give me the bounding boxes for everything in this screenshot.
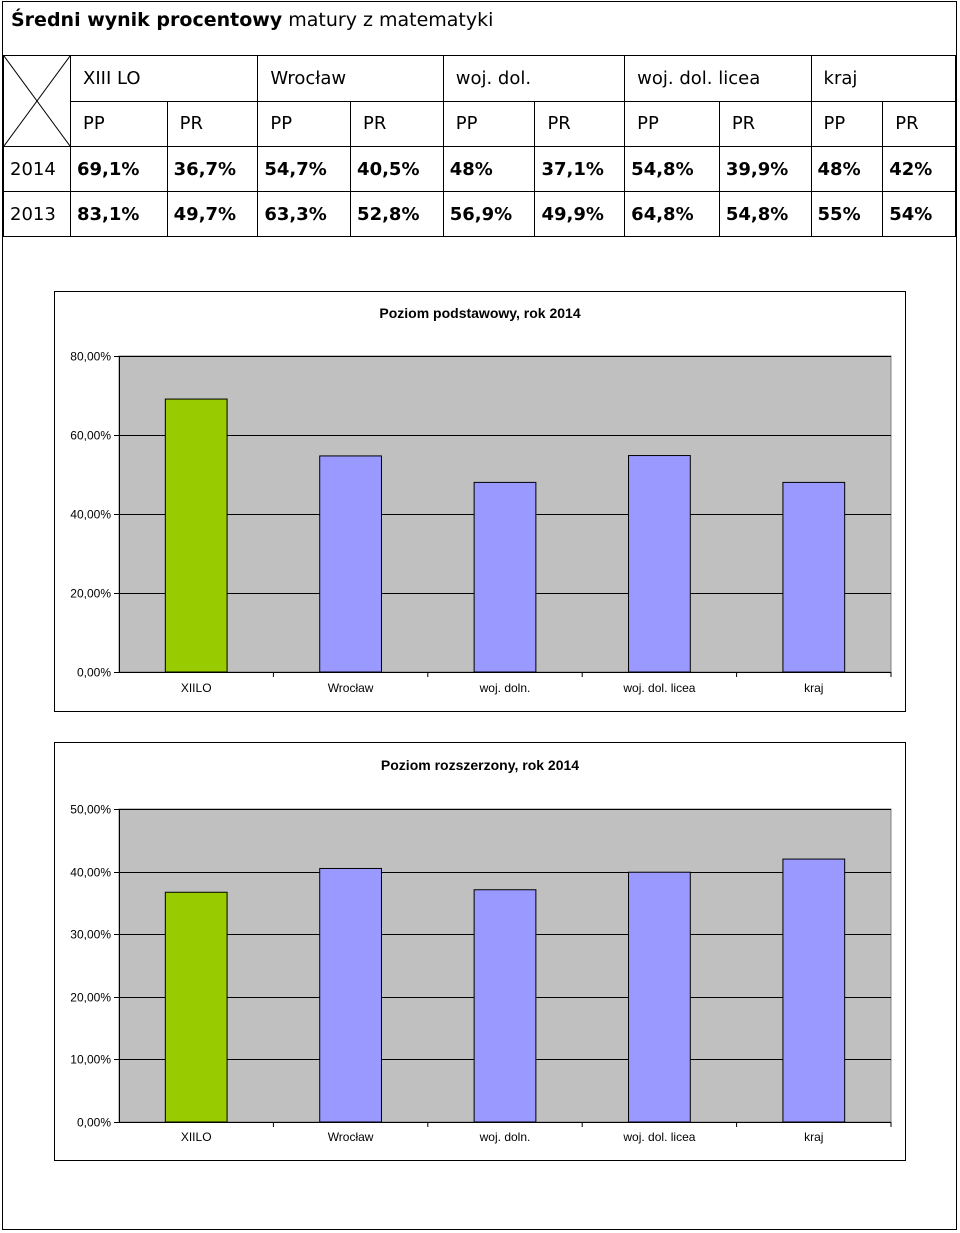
x-tick-label: XIILO [181, 1130, 212, 1144]
chart-rozszerzony: Poziom rozszerzony, rok 2014 0,00% 10,00%… [54, 742, 906, 1161]
table-row: 2014 69,1% 36,7% 54,7% 40,5% 48% 37,1% 54,8% 39,… [3, 146, 956, 192]
y-tick-label: 40,00% [70, 508, 111, 522]
chart-title: Poziom rozszerzony, rok 2014 [380, 757, 580, 773]
y-tick-label: 20,00% [70, 991, 111, 1005]
table-subheader: PR [718, 100, 812, 147]
table-value-cell: 39,9% [718, 146, 812, 192]
title-row: Średni wynik procentowy matury z matemat… [3, 2, 956, 56]
table-value-cell: 49,9% [534, 191, 626, 237]
x-tick-label: Wrocław [328, 681, 374, 695]
page-title-bold: Średni wynik procentowy [11, 9, 283, 31]
table-group-header: XIII LO [69, 55, 259, 102]
table-year-cell: 2014 [3, 146, 71, 192]
table-value-cell: 83,1% [70, 191, 168, 237]
table-corner-cell [3, 55, 71, 147]
y-tick-label: 10,00% [70, 1053, 111, 1067]
x-tick-label: woj. dol. licea [622, 681, 695, 695]
table-value-cell: 54,8% [624, 146, 720, 192]
results-table: XIII LO Wrocław woj. dol. woj. dol. licea kr… [3, 55, 957, 237]
table-subheader: PP [257, 100, 352, 147]
page-title-rest: matury z matematyki [282, 9, 494, 31]
bar [782, 481, 846, 673]
bar [628, 871, 691, 1123]
table-subheader: PR [882, 100, 956, 147]
chart-podstawowy: Poziom podstawowy, rok 2014 0,00% 20,00% 4… [54, 291, 906, 712]
y-tick-label: 30,00% [70, 928, 111, 942]
table-subheader: PP [70, 100, 168, 147]
table-subheader: PR [534, 100, 626, 147]
table-group-header: Wrocław [257, 55, 444, 102]
y-tick-label: 40,00% [70, 866, 111, 880]
x-tick-label: kraj [804, 681, 823, 695]
bar [473, 889, 537, 1123]
corner-cross [4, 56, 70, 146]
x-tick-label: Wrocław [328, 1130, 374, 1144]
table-value-cell: 55% [810, 191, 884, 237]
table-header-row: XIII LO Wrocław woj. dol. woj. dol. licea kr… [3, 55, 957, 147]
bar [319, 455, 382, 673]
table-group-header: woj. dol. licea [624, 55, 812, 102]
page-title: Średni wynik procentowy matury z matemat… [11, 8, 493, 32]
table-value-cell: 54% [882, 191, 956, 237]
table-value-cell: 48% [810, 146, 884, 192]
table-value-cell: 54,8% [718, 191, 812, 237]
table-subheader: PP [442, 100, 536, 147]
table-value-cell: 40,5% [350, 146, 444, 192]
bar [473, 481, 537, 673]
table-value-cell: 49,7% [166, 191, 259, 237]
table-value-cell: 56,9% [442, 191, 536, 237]
y-tick-label: 60,00% [70, 429, 111, 443]
x-tick-label: woj. doln. [479, 681, 531, 695]
x-tick-label: woj. doln. [479, 1130, 531, 1144]
table-value-cell: 69,1% [70, 146, 168, 192]
table-group-header: woj. dol. [442, 55, 626, 102]
table-row: 2013 83,1% 49,7% 63,3% 52,8% 56,9% 49,9% 64,8% 5… [3, 191, 956, 237]
x-tick-label: woj. dol. licea [622, 1130, 695, 1144]
table-value-cell: 54,7% [257, 146, 352, 192]
table-subheader: PR [166, 100, 259, 147]
bar [782, 858, 846, 1123]
table-value-cell: 37,1% [534, 146, 626, 192]
x-tick-label: XIILO [181, 681, 212, 695]
y-tick-label: 20,00% [70, 587, 111, 601]
bar [164, 891, 228, 1123]
table-subheader: PP [624, 100, 720, 147]
chart-svg: 0,00% 10,00% 20,00% 30,00% 40,00% 50,00% XIILO… [70, 803, 892, 1144]
table-year-cell: 2013 [3, 191, 71, 237]
table-value-cell: 64,8% [624, 191, 720, 237]
y-tick-label: 50,00% [70, 803, 111, 817]
x-tick-label: kraj [804, 1130, 823, 1144]
table-value-cell: 63,3% [257, 191, 352, 237]
table-subheader: PR [350, 100, 444, 147]
table-value-cell: 52,8% [350, 191, 444, 237]
y-tick-label: 0,00% [77, 1116, 111, 1130]
table-subheader-row: PP PR PP PR PP PR PP PR PP PR [4, 100, 956, 147]
table-group-header: kraj [810, 55, 957, 102]
chart-svg: 0,00% 20,00% 40,00% 60,00% 80,00% XIILO Wrocła… [70, 350, 892, 695]
y-tick-label: 0,00% [77, 666, 111, 680]
y-tick-label: 80,00% [70, 350, 111, 364]
chart-title: Poziom podstawowy, rok 2014 [379, 305, 581, 321]
bar [164, 398, 228, 673]
table-subheader: PP [810, 100, 884, 147]
table-value-cell: 48% [442, 146, 536, 192]
table-value-cell: 42% [882, 146, 956, 192]
table-value-cell: 36,7% [166, 146, 259, 192]
bar [628, 455, 691, 673]
bar [319, 867, 382, 1123]
